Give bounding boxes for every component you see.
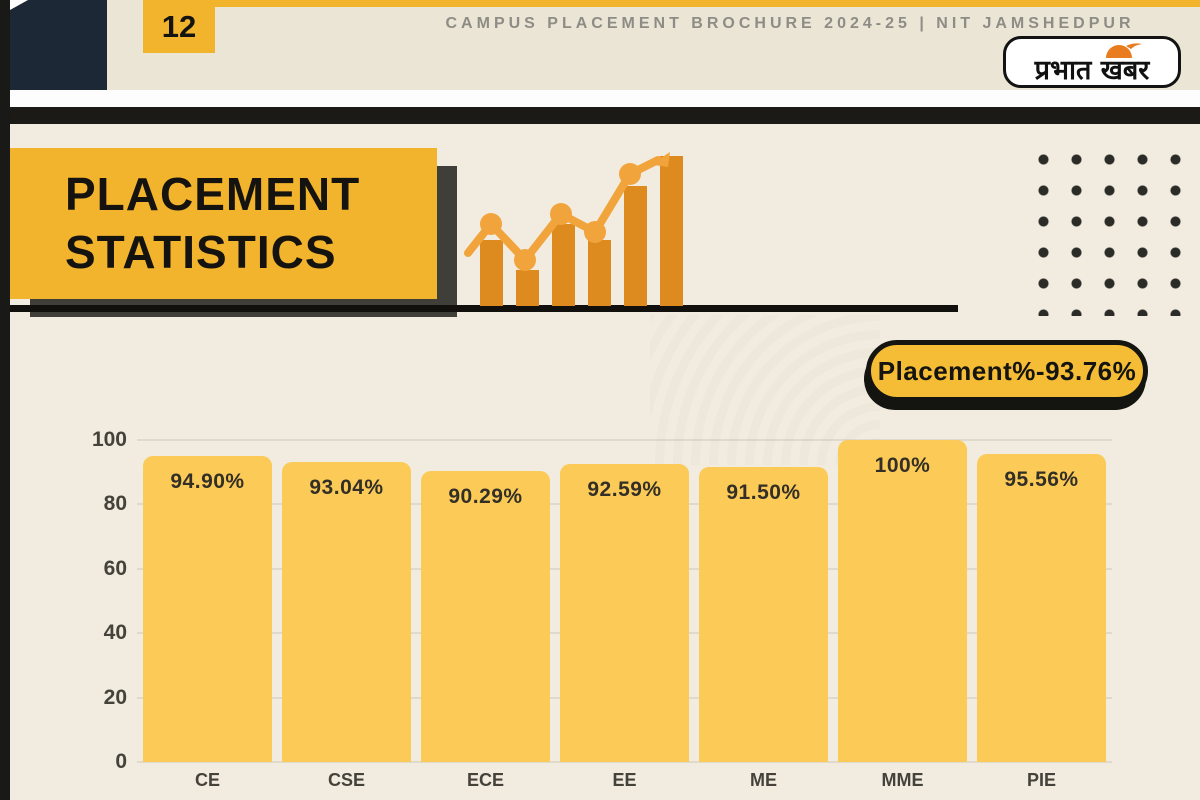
x-axis-label-me: ME — [750, 770, 777, 790]
y-axis-tick: 40 — [103, 621, 127, 645]
left-edge-bar — [0, 0, 10, 800]
y-axis-tick: 80 — [103, 492, 127, 516]
bar-value-label: 90.29% — [448, 485, 523, 509]
gridline — [137, 761, 1112, 763]
section-title: PLACEMENT STATISTICS — [10, 148, 437, 299]
chart-yaxis: 0 20 40 60 80 100 — [75, 428, 127, 773]
bar-value-label: 91.50% — [726, 481, 801, 505]
header-divider — [10, 90, 1200, 107]
x-axis-label-ece: ECE — [466, 770, 504, 790]
growth-chart-icon — [464, 152, 683, 306]
bar-mme: 100% — [838, 440, 967, 762]
logo-text: प्रभात खबर — [1034, 55, 1150, 86]
x-axis-label-cse: CSE — [327, 770, 365, 790]
bar-value-label: 100% — [874, 454, 931, 477]
bar-value-label: 92.59% — [587, 477, 662, 501]
page-number: 12 — [143, 0, 215, 53]
bar-value-label: 95.56% — [1004, 468, 1079, 492]
y-axis-tick: 100 — [91, 428, 127, 451]
x-axis-label-ce: CE — [194, 770, 220, 790]
x-axis-label-mme: MME — [881, 770, 924, 790]
chart-plot: 94.90% CE 93.04% CSE 90.29% ECE 92.59% EE 91.50%… — [137, 439, 1112, 790]
brochure-title: CAMPUS PLACEMENT BROCHURE 2024-25 | NIT … — [445, 15, 1135, 32]
bar-value-label: 93.04% — [309, 476, 384, 500]
bar-value-label: 94.90% — [170, 470, 245, 494]
corner-navy-block — [10, 0, 107, 90]
top-accent-strip — [215, 0, 1200, 7]
overall-placement-badge: Placement%-93.76% — [866, 340, 1148, 402]
section-title-line1: PLACEMENT — [65, 168, 361, 220]
y-axis-tick: 20 — [103, 685, 127, 709]
gridline — [137, 439, 1112, 441]
section-title-line2: STATISTICS — [65, 225, 337, 278]
bar-cse: 93.04% — [282, 462, 411, 762]
y-axis-tick: 60 — [103, 556, 127, 580]
rising-sun-icon — [1106, 43, 1142, 58]
bar-pie: 95.56% — [977, 454, 1106, 762]
y-axis-tick: 0 — [115, 750, 127, 773]
bar-ece: 90.29% — [421, 471, 550, 762]
bar-ce: 94.90% — [143, 456, 272, 762]
background-watermark — [650, 315, 880, 465]
bar-ee: 92.59% — [560, 463, 689, 762]
x-axis-label-pie: PIE — [1026, 770, 1056, 790]
corner-notch — [10, 0, 28, 10]
prabhat-khabar-logo: प्रभात खबर — [1003, 36, 1181, 88]
x-axis-label-ee: EE — [612, 770, 637, 790]
title-underline — [10, 305, 958, 312]
dot-grid-decoration — [1019, 138, 1184, 316]
bar-me: 91.50% — [699, 467, 828, 762]
